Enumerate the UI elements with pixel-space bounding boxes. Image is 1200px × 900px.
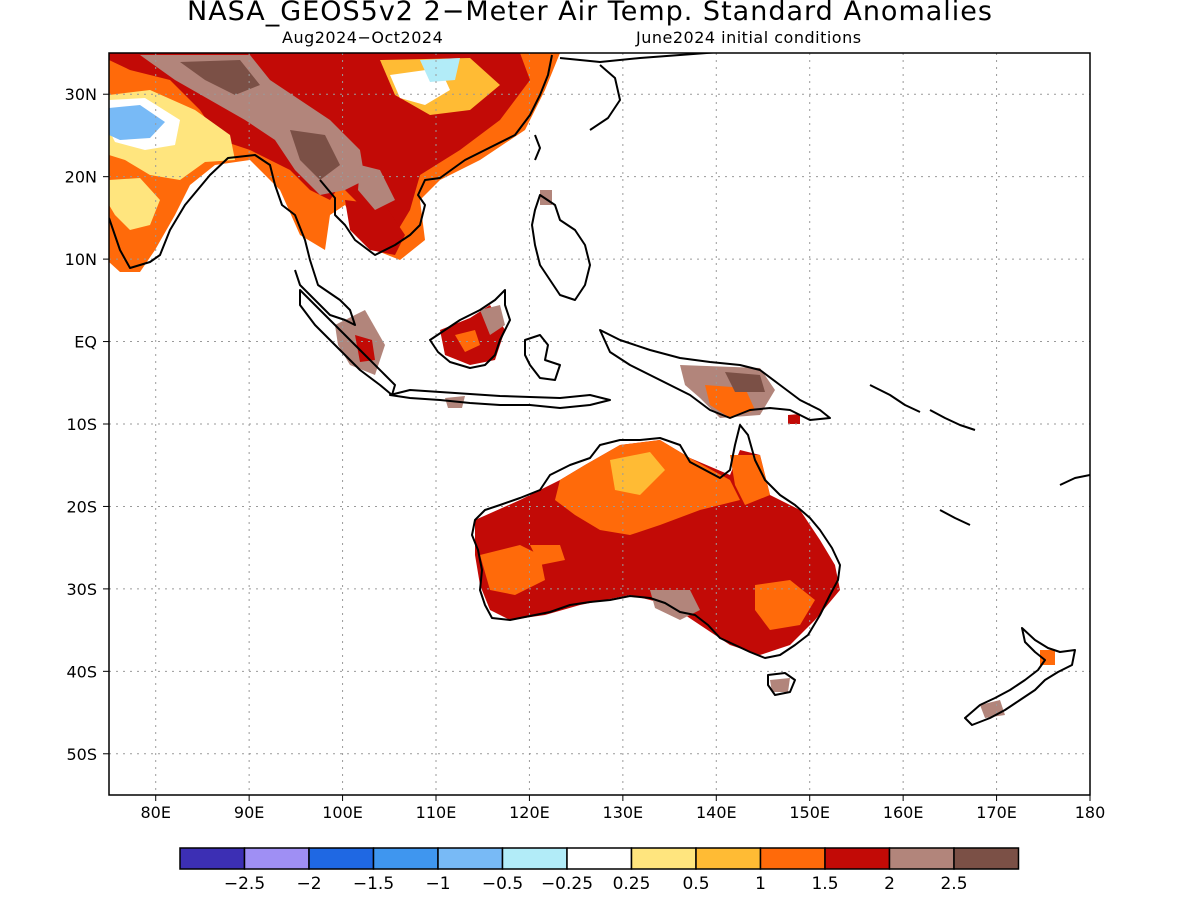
- latitude-label: 20S: [66, 497, 97, 516]
- colorbar-label: 0.25: [613, 874, 651, 894]
- colorbar-swatch: [308, 847, 375, 870]
- longitude-label: 80E: [140, 803, 170, 822]
- colorbar-swatch: [243, 847, 310, 870]
- colorbar-label: −0.5: [482, 874, 523, 894]
- latitude-label: 50S: [66, 745, 97, 764]
- colorbar-swatch: [953, 847, 1020, 870]
- colorbar-swatch: [179, 847, 246, 870]
- longitude-label: 110E: [416, 803, 457, 822]
- colorbar-label: 1.5: [811, 874, 838, 894]
- colorbar-swatch: [437, 847, 504, 870]
- colorbar: [179, 847, 1020, 870]
- longitude-label: 90E: [234, 803, 264, 822]
- longitude-label: 170E: [976, 803, 1017, 822]
- colorbar-swatch: [372, 847, 439, 870]
- colorbar-label: −0.25: [541, 874, 593, 894]
- colorbar-label: −1: [425, 874, 450, 894]
- initial-conditions: June2024 initial conditions: [636, 28, 862, 47]
- colorbar-label: −2: [296, 874, 321, 894]
- longitude-label: 180: [1075, 803, 1106, 822]
- asia-anomaly-layer: [109, 53, 560, 272]
- colorbar-swatch: [824, 847, 891, 870]
- map-grid: [109, 53, 1090, 795]
- longitude-labels: 80E 90E 100E 110E 120E 130E 140E 150E 160E 170E 18…: [140, 795, 1105, 822]
- latitude-labels: 30N 20N 10N EQ 10S 20S 30S 40S 50S: [65, 85, 109, 764]
- colorbar-swatch: [630, 847, 697, 870]
- longitude-label: 140E: [696, 803, 737, 822]
- longitude-label: 130E: [603, 803, 644, 822]
- latitude-label: 10N: [65, 250, 97, 269]
- colorbar-label: 2: [884, 874, 895, 894]
- colorbar-swatch: [695, 847, 762, 870]
- coastlines: [109, 53, 1090, 726]
- latitude-label: EQ: [74, 333, 97, 352]
- colorbar-label: −2.5: [224, 874, 265, 894]
- latitude-label: 40S: [66, 662, 97, 681]
- longitude-label: 100E: [322, 803, 363, 822]
- colorbar-label: 0.5: [682, 874, 709, 894]
- latitude-label: 30S: [66, 580, 97, 599]
- colorbar-labels: −2.5 −2 −1.5 −1 −0.5 −0.25 0.25 0.5 1 1.5 2 2.5: [224, 874, 968, 894]
- colorbar-swatch: [501, 847, 568, 870]
- colorbar-swatch: [888, 847, 955, 870]
- map-title: NASA_GEOS5v2 2−Meter Air Temp. Standard …: [187, 0, 993, 27]
- latitude-label: 30N: [65, 85, 97, 104]
- australia-anomaly-layer: [475, 440, 840, 692]
- longitude-label: 150E: [789, 803, 830, 822]
- forecast-period: Aug2024−Oct2024: [282, 28, 444, 47]
- colorbar-label: −1.5: [353, 874, 394, 894]
- colorbar-label: 2.5: [940, 874, 967, 894]
- longitude-label: 120E: [509, 803, 550, 822]
- latitude-label: 20N: [65, 168, 97, 187]
- colorbar-label: 1: [755, 874, 766, 894]
- latitude-label: 10S: [66, 415, 97, 434]
- longitude-label: 160E: [883, 803, 924, 822]
- colorbar-swatch: [566, 847, 633, 870]
- colorbar-swatch: [759, 847, 826, 870]
